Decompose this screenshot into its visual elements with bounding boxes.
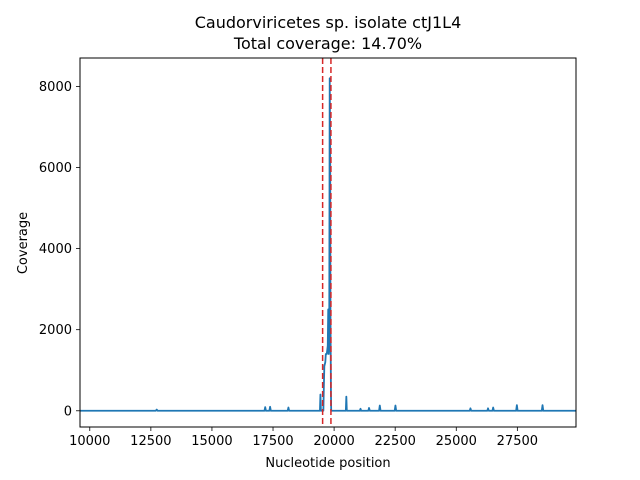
plot-frame (79, 57, 577, 428)
y-tick-label: 4000 (39, 242, 72, 257)
plot-area (80, 58, 576, 427)
y-tick-label: 0 (64, 404, 72, 419)
x-tick-label: 10000 (69, 434, 110, 449)
vline-layer (321, 58, 332, 427)
y-axis-ticks: 0 2000 4000 6000 8000 (39, 80, 80, 419)
x-tick-label: 27500 (497, 434, 538, 449)
x-tick-label: 22500 (375, 434, 416, 449)
coverage-series-line-0 (80, 77, 576, 412)
x-tick-label: 15000 (191, 434, 232, 449)
y-tick-label: 2000 (39, 323, 72, 338)
chart-subtitle: Total coverage: 14.70% (233, 34, 422, 53)
x-tick-label: 17500 (252, 434, 293, 449)
series-layer (80, 77, 576, 412)
y-tick-label: 8000 (39, 80, 72, 95)
chart-title: Caudorviricetes sp. isolate ctJ1L4 (195, 13, 462, 32)
x-tick-label: 12500 (130, 434, 171, 449)
x-axis-label: Nucleotide position (265, 456, 390, 471)
y-tick-label: 6000 (39, 161, 72, 176)
x-axis-ticks: 10000 12500 15000 17500 20000 22500 25000 27500 (69, 427, 538, 449)
x-tick-label: 25000 (436, 434, 477, 449)
x-tick-label: 20000 (313, 434, 354, 449)
y-axis-label: Coverage (16, 212, 31, 274)
